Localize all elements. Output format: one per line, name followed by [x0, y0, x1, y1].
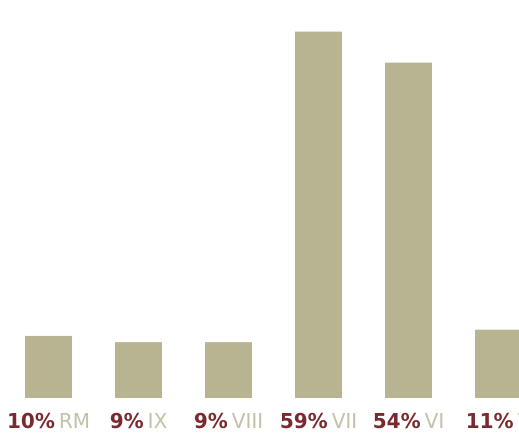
value-label: 10%: [7, 409, 55, 433]
bar-label-ix: 9% IX: [110, 409, 168, 433]
category-label: RM: [59, 409, 90, 433]
value-label: 9%: [194, 409, 228, 433]
bar-v: [475, 329, 519, 398]
bars-group: [25, 31, 519, 399]
bar-label-viii: 9% VIII: [194, 409, 263, 433]
bar-ix: [115, 342, 162, 398]
bar-label-vii: 59% VII: [280, 409, 357, 433]
category-label: VIII: [232, 409, 263, 433]
bar-label-v: 11%V: [466, 409, 519, 433]
value-label: 11%: [466, 409, 514, 433]
bar-vi: [385, 62, 432, 398]
bar-label-rm: 10% RM: [7, 409, 90, 433]
category-label: VII: [332, 409, 357, 433]
bar-viii: [205, 342, 252, 398]
bar-label-vi: 54% VI: [373, 409, 444, 433]
value-label: 9%: [110, 409, 144, 433]
value-label: 54%: [373, 409, 421, 433]
category-label: IX: [148, 409, 168, 433]
bar-rm: [25, 335, 72, 398]
category-label: VI: [425, 409, 445, 433]
category-label: V: [518, 409, 519, 433]
value-label: 59%: [280, 409, 328, 433]
bar-vii: [295, 31, 342, 399]
